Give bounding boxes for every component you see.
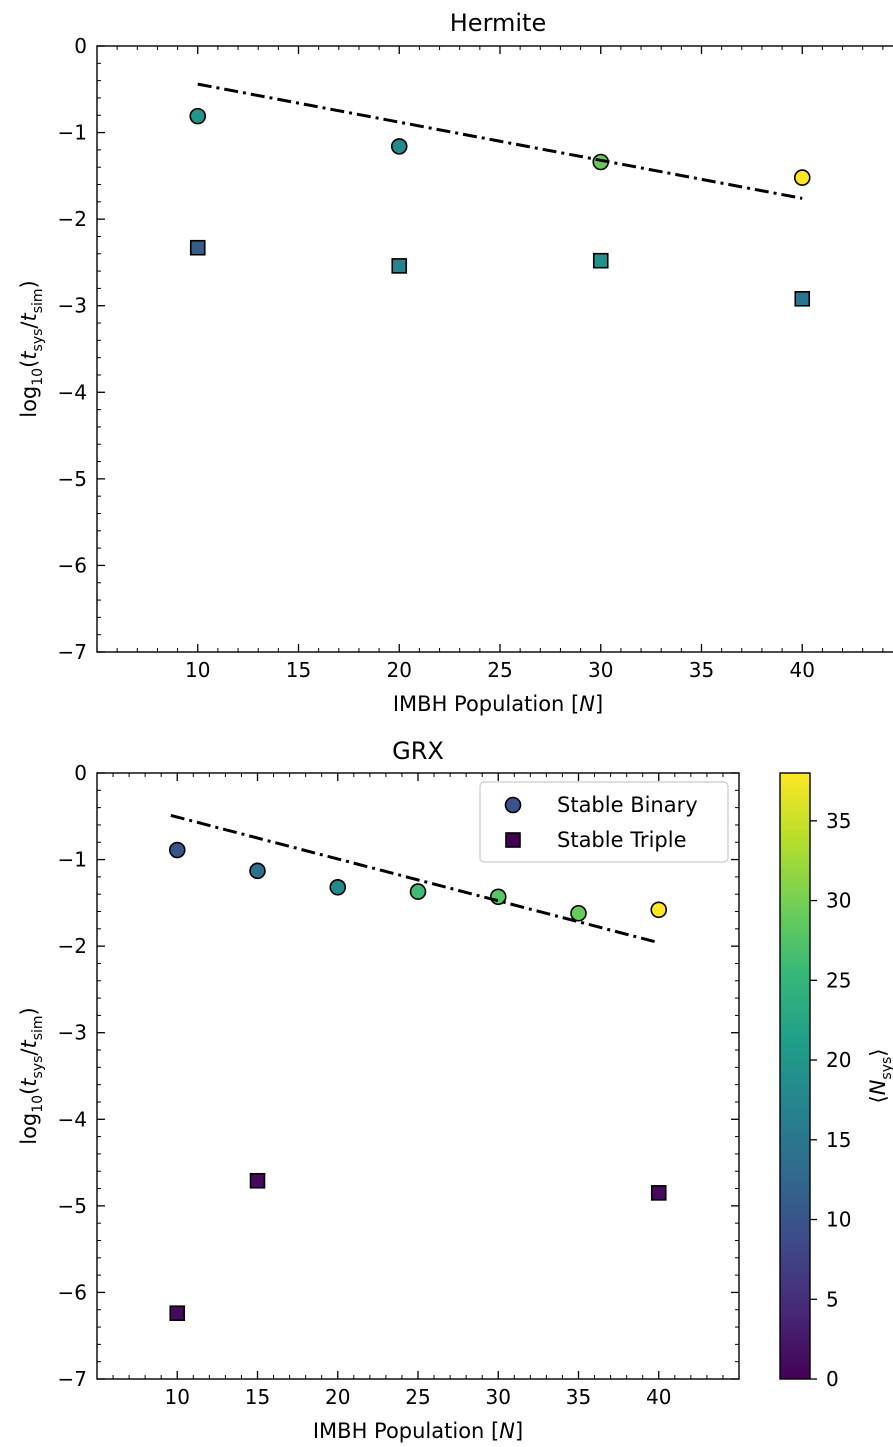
- colorbar-ticks: 0 5 10 15 20 25 30 35: [810, 809, 851, 1391]
- y-tick-label: −6: [58, 553, 87, 577]
- colorbar-tick-label: 10: [826, 1208, 851, 1232]
- y-axis-title: log10(tsys/tsim): [17, 1007, 46, 1145]
- y-tick-label: −1: [58, 121, 87, 145]
- y-tick-label: −2: [58, 934, 87, 958]
- y-tick-label: −6: [58, 1280, 87, 1304]
- y-tick-label: −2: [58, 207, 87, 231]
- x-tick-label: 40: [646, 1385, 671, 1409]
- triple-point: [249, 1172, 266, 1189]
- y-axis-title: log10(tsys/tsim): [17, 280, 46, 418]
- colorbar-gradient: [779, 772, 811, 1380]
- colorbar-label: ⟨Nsys⟩: [866, 1049, 893, 1104]
- data-marks: [189, 82, 811, 307]
- triple-point: [391, 258, 408, 274]
- legend: Stable Binary Stable Triple: [479, 781, 729, 863]
- fit-line: [170, 813, 660, 945]
- colorbar-tick-label: 35: [826, 809, 851, 833]
- colorbar-tick-label: 15: [826, 1128, 851, 1152]
- x-axis-title: IMBH Population [N]: [313, 1419, 523, 1443]
- legend-box: [479, 781, 729, 863]
- y-tick-label: −7: [58, 1367, 87, 1391]
- x-axis-title: IMBH Population [N]: [393, 692, 603, 716]
- legend-marker-square: [505, 832, 521, 848]
- y-tick-label: −4: [58, 1107, 87, 1131]
- colorbar-tick-label: 30: [826, 889, 851, 913]
- binary-point: [329, 878, 347, 896]
- plot-frame: [96, 45, 893, 653]
- x-tick-label: 30: [486, 1385, 511, 1409]
- axes-ticks: 10 15 20 25 30 35 40 0 −1 −2 −3 −4 −5 −6 −7: [58, 34, 884, 682]
- x-tick-label: 10: [185, 658, 210, 682]
- triple-point: [189, 239, 206, 256]
- y-tick-label: −3: [58, 294, 87, 318]
- x-tick-label: 20: [387, 658, 412, 682]
- panel-grx: GRX 10 15 20 25 30 35 40 0 −1 −2 −3 −4 −5 −6 −7 IMBH P…: [17, 737, 740, 1443]
- x-tick-label: 15: [245, 1385, 270, 1409]
- panel-title: GRX: [392, 737, 444, 765]
- binary-point: [570, 904, 587, 922]
- x-tick-label: 35: [689, 658, 714, 682]
- panel-hermite: Hermite 10 15 20 25 30 35 40 0 −1 −2 −3 −4 −5 −6 −7 IM…: [17, 9, 893, 716]
- x-tick-label: 20: [325, 1385, 350, 1409]
- legend-label-binary: Stable Binary: [557, 793, 698, 817]
- binary-point: [650, 901, 668, 919]
- colorbar: 0 5 10 15 20 25 30 35 ⟨Nsys⟩: [779, 772, 893, 1391]
- y-tick-label: −7: [58, 640, 87, 664]
- y-tick-label: 0: [74, 761, 87, 785]
- binary-point: [409, 883, 427, 900]
- y-tick-label: −4: [58, 380, 87, 404]
- legend-marker-circle: [504, 796, 522, 814]
- binary-point: [189, 107, 207, 125]
- y-tick-label: −3: [58, 1021, 87, 1045]
- colorbar-tick-label: 0: [826, 1367, 839, 1391]
- colorbar-tick-label: 5: [826, 1287, 839, 1311]
- axes-ticks: 10 15 20 25 30 35 40 0 −1 −2 −3 −4 −5 −6 −7: [58, 761, 739, 1409]
- y-tick-label: −5: [58, 467, 87, 491]
- binary-point: [249, 862, 266, 880]
- x-tick-label: 10: [165, 1385, 190, 1409]
- x-tick-label: 40: [790, 658, 815, 682]
- binary-point: [168, 841, 186, 859]
- data-marks: [168, 813, 668, 1322]
- triple-point: [794, 290, 811, 307]
- fit-line: [197, 82, 803, 200]
- x-tick-label: 25: [487, 658, 512, 682]
- y-tick-label: 0: [74, 34, 87, 58]
- triple-point: [650, 1185, 667, 1201]
- x-tick-label: 30: [588, 658, 613, 682]
- binary-point: [793, 169, 811, 186]
- panel-title: Hermite: [450, 9, 546, 37]
- x-tick-label: 35: [566, 1385, 591, 1409]
- binary-point: [390, 138, 408, 155]
- y-tick-label: −5: [58, 1194, 87, 1218]
- y-tick-label: −1: [58, 848, 87, 872]
- triple-point: [592, 252, 609, 269]
- x-tick-label: 15: [286, 658, 311, 682]
- colorbar-tick-label: 25: [826, 968, 851, 992]
- plot-frame: [96, 772, 740, 1380]
- legend-label-triple: Stable Triple: [557, 828, 687, 852]
- triple-point: [169, 1305, 186, 1322]
- x-tick-label: 25: [405, 1385, 430, 1409]
- colorbar-tick-label: 20: [826, 1048, 851, 1072]
